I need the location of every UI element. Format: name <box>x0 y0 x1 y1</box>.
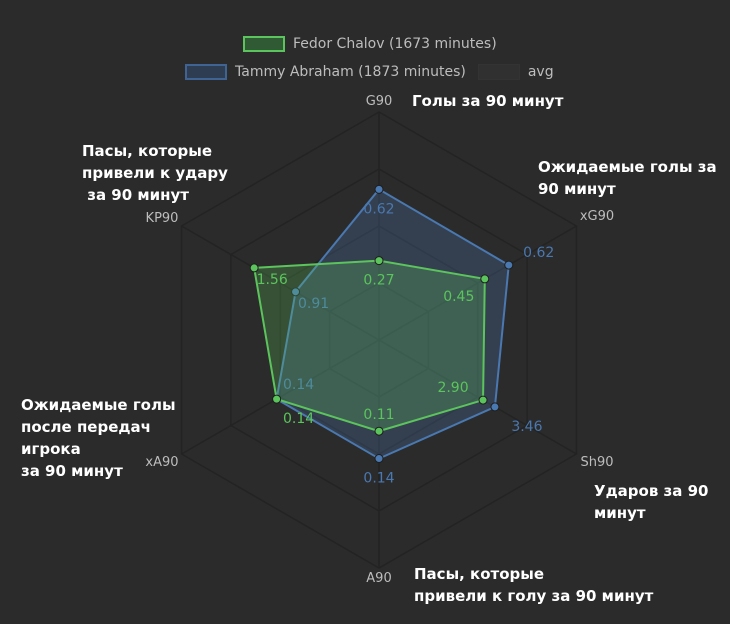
axis-label-A90: A90 <box>366 571 391 586</box>
annotation-sh90: Ударов за 90 минут <box>594 482 709 522</box>
axis-label-Sh90: Sh90 <box>580 455 613 470</box>
legend-swatch-abraham <box>185 64 227 80</box>
legend-label-abraham: Tammy Abraham (1873 minutes) <box>235 64 466 80</box>
legend-label-chalov: Fedor Chalov (1673 minutes) <box>293 36 497 52</box>
axis-label-KP90: KP90 <box>146 211 179 226</box>
data-label-0-xG90: 0.62 <box>523 245 554 261</box>
data-point-0-xG90 <box>504 260 514 270</box>
data-label-0-KP90: 0.91 <box>298 296 329 312</box>
legend-swatch-avg <box>477 64 520 80</box>
annotation-a90: Пасы, которые привели к голу за 90 минут <box>414 565 654 605</box>
data-label-0-A90: 0.14 <box>363 471 394 487</box>
data-label-1-Sh90: 2.90 <box>437 380 468 396</box>
data-label-0-Sh90: 3.46 <box>511 419 542 435</box>
data-label-1-xG90: 0.45 <box>443 289 474 305</box>
axis-label-G90: G90 <box>366 94 393 109</box>
data-point-1-G90 <box>374 256 384 266</box>
legend-item-abraham[interactable]: Tammy Abraham (1873 minutes) avg <box>185 64 554 80</box>
data-point-0-G90 <box>374 184 384 194</box>
data-label-1-G90: 0.27 <box>363 273 394 289</box>
axis-label-xA90: xA90 <box>145 455 178 470</box>
legend-swatch-chalov <box>243 36 285 52</box>
axis-line-Sh90 <box>378 339 577 455</box>
data-point-1-xG90 <box>480 274 490 284</box>
data-point-0-A90 <box>374 454 384 464</box>
data-point-1-KP90 <box>249 263 259 273</box>
axis-label-xG90: xG90 <box>580 209 614 224</box>
annotation-g90: Голы за 90 минут <box>412 92 564 110</box>
legend-item-chalov[interactable]: Fedor Chalov (1673 minutes) <box>243 36 497 52</box>
axis-line-KP90 <box>181 225 380 341</box>
annotation-xg90: Ожидаемые голы за 90 минут <box>538 158 717 198</box>
data-label-1-A90: 0.11 <box>363 407 394 423</box>
data-point-0-Sh90 <box>490 402 500 412</box>
data-label-0-G90: 0.62 <box>363 201 394 217</box>
data-label-0-xA90: 0.14 <box>283 377 314 393</box>
data-point-1-A90 <box>374 426 384 436</box>
data-point-1-Sh90 <box>478 395 488 405</box>
annotation-xa90: Ожидаемые голы после передач игрока за 9… <box>21 396 176 480</box>
axis-line-xG90 <box>378 225 577 341</box>
data-point-1-xA90 <box>272 394 282 404</box>
data-label-1-KP90: 1.56 <box>257 272 288 288</box>
data-label-1-xA90: 0.14 <box>283 411 314 427</box>
legend-label-avg: avg <box>527 64 554 80</box>
data-point-0-KP90 <box>291 287 301 297</box>
annotation-kp90: Пасы, которые привели к удару за 90 мину… <box>82 142 228 204</box>
